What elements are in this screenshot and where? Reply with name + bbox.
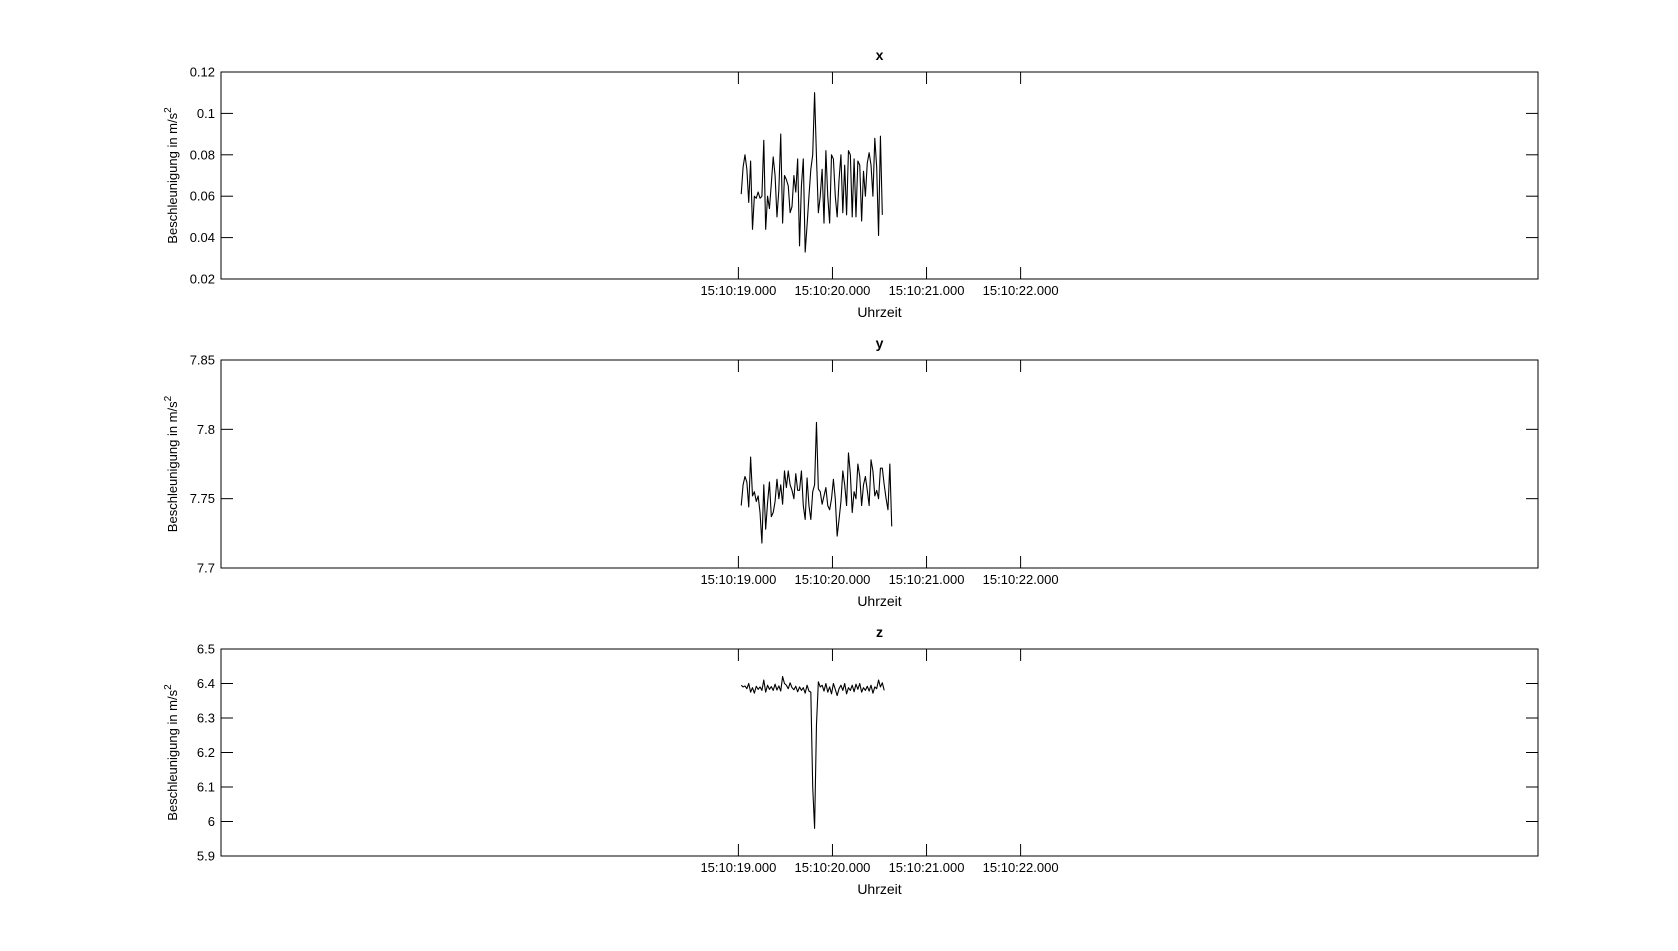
y-axis-label: Beschleunigung in m/s2 [163, 107, 180, 244]
x-tick-label: 15:10:22.000 [983, 860, 1059, 875]
y-tick-label: 6 [208, 814, 215, 829]
y-axis-label: Beschleunigung in m/s2 [163, 684, 180, 821]
axes-box [220, 71, 1539, 280]
subplot-z: z 5.9 6 6.1 6.2 6.3 6.4 6.5 15:10:19.000 15:10:20… [163, 624, 1539, 897]
y-tick-label: 0.12 [190, 65, 215, 80]
y-tick-label: 6.2 [197, 745, 215, 760]
y-tick-label: 0.08 [190, 147, 215, 162]
y-axis-label-exponent: 2 [163, 395, 174, 401]
plot-title: x [876, 47, 884, 63]
y-tick-label: 6.1 [197, 780, 215, 795]
y-tick-label: 7.7 [197, 561, 215, 576]
x-tick-label: 15:10:19.000 [700, 860, 776, 875]
x-tick-label: 15:10:20.000 [795, 283, 871, 298]
series-line-x [740, 92, 883, 253]
x-tick-label: 15:10:19.000 [700, 572, 776, 587]
plot-title: y [876, 335, 884, 351]
y-tick-label: 0.02 [190, 272, 215, 287]
y-tick-label: 5.9 [197, 849, 215, 864]
plot-title: z [876, 624, 883, 640]
x-axis-label: Uhrzeit [857, 304, 901, 320]
series-line-y [740, 421, 893, 544]
y-axis-label-text: Beschleunigung in m/s [165, 401, 180, 532]
subplot-x: x 0.02 0.04 0.06 0.08 0.1 0.12 15:10:19.000 15:1… [163, 47, 1539, 320]
x-tick-label: 15:10:21.000 [889, 572, 965, 587]
y-tick-label: 7.75 [190, 491, 215, 506]
y-tick-label: 0.1 [197, 106, 215, 121]
x-tick-label: 15:10:21.000 [889, 860, 965, 875]
y-tick-label: 7.8 [197, 422, 215, 437]
y-axis-label-exponent: 2 [163, 107, 174, 113]
y-axis-label-text: Beschleunigung in m/s [165, 112, 180, 243]
x-tick-label: 15:10:21.000 [889, 283, 965, 298]
x-tick-label: 15:10:22.000 [983, 283, 1059, 298]
x-tick-label: 15:10:20.000 [795, 860, 871, 875]
y-tick-label: 0.04 [190, 230, 215, 245]
axes-box [220, 359, 1539, 569]
y-axis-label: Beschleunigung in m/s2 [163, 395, 180, 532]
series-line-z [740, 676, 885, 829]
y-tick-label: 6.4 [197, 676, 215, 691]
y-axis-label-exponent: 2 [163, 684, 174, 690]
y-tick-label: 6.3 [197, 711, 215, 726]
x-axis-label: Uhrzeit [857, 881, 901, 897]
x-tick-label: 15:10:20.000 [795, 572, 871, 587]
subplot-y: y 7.7 7.75 7.8 7.85 15:10:19.000 15:10:20.000 1… [163, 335, 1539, 609]
y-axis-label-text: Beschleunigung in m/s [165, 689, 180, 820]
x-tick-label: 15:10:22.000 [983, 572, 1059, 587]
y-tick-label: 7.85 [190, 353, 215, 368]
x-axis-label: Uhrzeit [857, 593, 901, 609]
y-tick-label: 0.06 [190, 189, 215, 204]
axes-box [220, 648, 1539, 857]
y-tick-label: 6.5 [197, 642, 215, 657]
x-tick-label: 15:10:19.000 [700, 283, 776, 298]
